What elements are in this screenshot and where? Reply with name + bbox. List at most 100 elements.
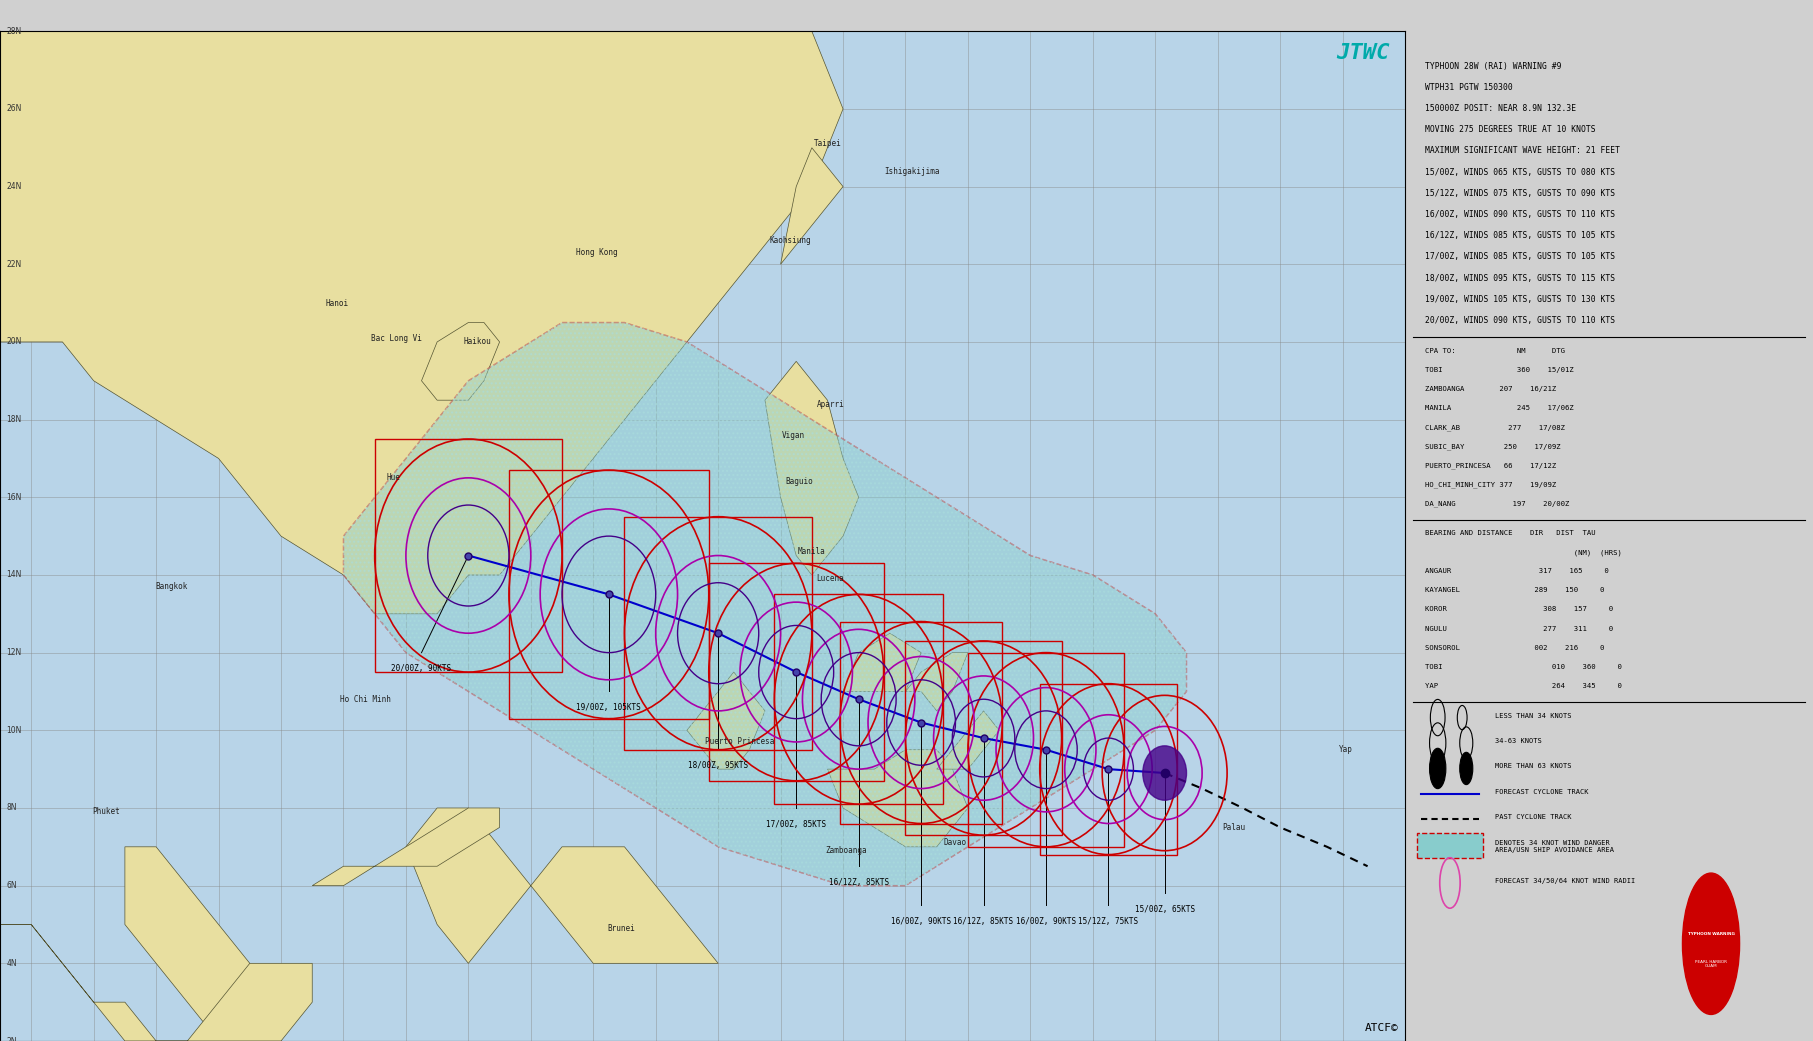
Text: 15/00Z, WINDS 065 KTS, GUSTS TO 080 KTS: 15/00Z, WINDS 065 KTS, GUSTS TO 080 KTS <box>1425 168 1615 177</box>
Text: 15/12Z, 75KTS: 15/12Z, 75KTS <box>1079 917 1139 925</box>
Polygon shape <box>765 361 859 575</box>
Text: TOBI                         010    360     0: TOBI 010 360 0 <box>1425 664 1623 669</box>
Text: 17/00Z, 85KTS: 17/00Z, 85KTS <box>767 819 827 829</box>
Polygon shape <box>905 653 968 711</box>
Text: Bac Long Vi: Bac Long Vi <box>372 333 422 342</box>
Text: ANGAUR                    317    165     0: ANGAUR 317 165 0 <box>1425 568 1610 575</box>
Polygon shape <box>827 750 968 846</box>
Text: Kaohsiung: Kaohsiung <box>769 236 810 246</box>
Text: FORECAST 34/50/64 KNOT WIND RADII: FORECAST 34/50/64 KNOT WIND RADII <box>1496 878 1635 884</box>
Bar <box>1418 833 1483 858</box>
Text: HO_CHI_MINH_CITY 377    19/09Z: HO_CHI_MINH_CITY 377 19/09Z <box>1425 481 1557 488</box>
Bar <box>774 594 943 804</box>
Text: 18/00Z, 95KTS: 18/00Z, 95KTS <box>689 761 749 770</box>
Text: Ishigakijima: Ishigakijima <box>885 167 939 176</box>
Text: Bangkok: Bangkok <box>156 582 189 591</box>
Text: 18N: 18N <box>5 415 22 424</box>
Text: 2N: 2N <box>5 1037 16 1041</box>
Text: SUBIC_BAY         250    17/09Z: SUBIC_BAY 250 17/09Z <box>1425 443 1561 450</box>
Text: MAXIMUM SIGNIFICANT WAVE HEIGHT: 21 FEET: MAXIMUM SIGNIFICANT WAVE HEIGHT: 21 FEET <box>1425 147 1621 155</box>
Text: Puerto Princesa: Puerto Princesa <box>705 737 774 746</box>
Text: 20/00Z, 90KTS: 20/00Z, 90KTS <box>392 664 451 674</box>
Text: 16/12Z, 85KTS: 16/12Z, 85KTS <box>954 917 1013 925</box>
Text: 20/00Z, WINDS 090 KTS, GUSTS TO 110 KTS: 20/00Z, WINDS 090 KTS, GUSTS TO 110 KTS <box>1425 316 1615 325</box>
Text: 20N: 20N <box>5 337 22 347</box>
Text: MOVING 275 DEGREES TRUE AT 10 KNOTS: MOVING 275 DEGREES TRUE AT 10 KNOTS <box>1425 125 1595 134</box>
Text: 16N: 16N <box>5 492 22 502</box>
Text: 18/00Z, WINDS 095 KTS, GUSTS TO 115 KTS: 18/00Z, WINDS 095 KTS, GUSTS TO 115 KTS <box>1425 274 1615 282</box>
Text: Hanoi: Hanoi <box>326 299 348 307</box>
Text: 17/00Z, WINDS 085 KTS, GUSTS TO 105 KTS: 17/00Z, WINDS 085 KTS, GUSTS TO 105 KTS <box>1425 252 1615 261</box>
Text: PAST CYCLONE TRACK: PAST CYCLONE TRACK <box>1496 814 1572 820</box>
Text: DENOTES 34 KNOT WIND DANGER
AREA/USN SHIP AVOIDANCE AREA: DENOTES 34 KNOT WIND DANGER AREA/USN SHI… <box>1496 840 1614 853</box>
Circle shape <box>1459 753 1472 785</box>
Bar <box>968 653 1124 846</box>
Text: Aparri: Aparri <box>816 400 845 408</box>
Text: BEARING AND DISTANCE    DIR   DIST  TAU: BEARING AND DISTANCE DIR DIST TAU <box>1425 530 1595 536</box>
Text: TYPHOON WARNING: TYPHOON WARNING <box>1688 932 1735 936</box>
Polygon shape <box>406 808 718 963</box>
Text: Ho Chi Minh: Ho Chi Minh <box>339 694 392 704</box>
Text: LESS THAN 34 KNOTS: LESS THAN 34 KNOTS <box>1496 712 1572 718</box>
Bar <box>905 641 1062 835</box>
Text: 19/00Z, 105KTS: 19/00Z, 105KTS <box>577 703 642 712</box>
Text: 16/00Z, 90KTS: 16/00Z, 90KTS <box>1015 917 1077 925</box>
Polygon shape <box>343 323 1186 886</box>
Text: 34-63 KNOTS: 34-63 KNOTS <box>1496 738 1541 744</box>
Text: Yap: Yap <box>1338 745 1352 755</box>
Text: Haikou: Haikou <box>464 337 491 347</box>
Polygon shape <box>125 846 276 1041</box>
Text: 10N: 10N <box>5 726 22 735</box>
Polygon shape <box>0 31 843 614</box>
Text: 12N: 12N <box>5 649 22 657</box>
Polygon shape <box>843 633 921 691</box>
Text: CLARK_AB           277    17/08Z: CLARK_AB 277 17/08Z <box>1425 424 1565 431</box>
Text: 14N: 14N <box>5 570 22 580</box>
Polygon shape <box>0 924 312 1041</box>
Text: 8N: 8N <box>5 804 16 812</box>
Text: Davao: Davao <box>945 838 966 847</box>
Polygon shape <box>781 148 843 264</box>
Text: 16/12Z, 85KTS: 16/12Z, 85KTS <box>829 878 888 887</box>
Text: 28N: 28N <box>5 27 22 35</box>
Polygon shape <box>312 808 500 886</box>
Text: MORE THAN 63 KNOTS: MORE THAN 63 KNOTS <box>1496 763 1572 769</box>
Text: Brunei: Brunei <box>607 923 635 933</box>
Bar <box>509 471 709 718</box>
Text: 4N: 4N <box>5 959 16 968</box>
Text: JTWC: JTWC <box>1336 43 1389 62</box>
Text: 26N: 26N <box>5 104 22 113</box>
Text: Phuket: Phuket <box>92 808 120 816</box>
Text: 6N: 6N <box>5 881 16 890</box>
Text: DA_NANG             197    20/00Z: DA_NANG 197 20/00Z <box>1425 501 1570 507</box>
Text: 22N: 22N <box>5 260 22 269</box>
Text: NGULU                      277    311     0: NGULU 277 311 0 <box>1425 626 1614 632</box>
Text: 15/00Z, 65KTS: 15/00Z, 65KTS <box>1135 905 1195 914</box>
Text: ATCF©: ATCF© <box>1365 1023 1400 1034</box>
Bar <box>709 563 883 781</box>
Text: FORECAST CYCLONE TRACK: FORECAST CYCLONE TRACK <box>1496 789 1588 795</box>
Bar <box>839 621 1003 823</box>
Circle shape <box>1430 748 1447 789</box>
Polygon shape <box>422 323 500 400</box>
Text: Manila: Manila <box>798 548 825 556</box>
Bar <box>624 516 812 750</box>
Polygon shape <box>937 711 999 769</box>
Text: Lucena: Lucena <box>816 575 845 583</box>
Text: 24N: 24N <box>5 182 22 192</box>
Text: ZAMBOANGA        207    16/21Z: ZAMBOANGA 207 16/21Z <box>1425 386 1557 392</box>
Text: 19/00Z, WINDS 105 KTS, GUSTS TO 130 KTS: 19/00Z, WINDS 105 KTS, GUSTS TO 130 KTS <box>1425 295 1615 304</box>
Text: CPA TO:              NM      DTG: CPA TO: NM DTG <box>1425 348 1565 354</box>
Text: Hong Kong: Hong Kong <box>575 248 616 257</box>
Text: Taipei: Taipei <box>814 139 841 149</box>
Circle shape <box>1142 745 1186 801</box>
Text: 16/12Z, WINDS 085 KTS, GUSTS TO 105 KTS: 16/12Z, WINDS 085 KTS, GUSTS TO 105 KTS <box>1425 231 1615 240</box>
Bar <box>1041 684 1177 855</box>
Text: (NM)  (HRS): (NM) (HRS) <box>1425 550 1623 556</box>
Text: 16/00Z, 90KTS: 16/00Z, 90KTS <box>890 917 952 925</box>
Text: SONSOROL                 002    216     0: SONSOROL 002 216 0 <box>1425 644 1605 651</box>
Text: TYPHOON 28W (RAI) WARNING #9: TYPHOON 28W (RAI) WARNING #9 <box>1425 61 1563 71</box>
Text: 15/12Z, WINDS 075 KTS, GUSTS TO 090 KTS: 15/12Z, WINDS 075 KTS, GUSTS TO 090 KTS <box>1425 188 1615 198</box>
Text: YAP                          264    345     0: YAP 264 345 0 <box>1425 683 1623 689</box>
Text: 16/00Z, WINDS 090 KTS, GUSTS TO 110 KTS: 16/00Z, WINDS 090 KTS, GUSTS TO 110 KTS <box>1425 210 1615 219</box>
